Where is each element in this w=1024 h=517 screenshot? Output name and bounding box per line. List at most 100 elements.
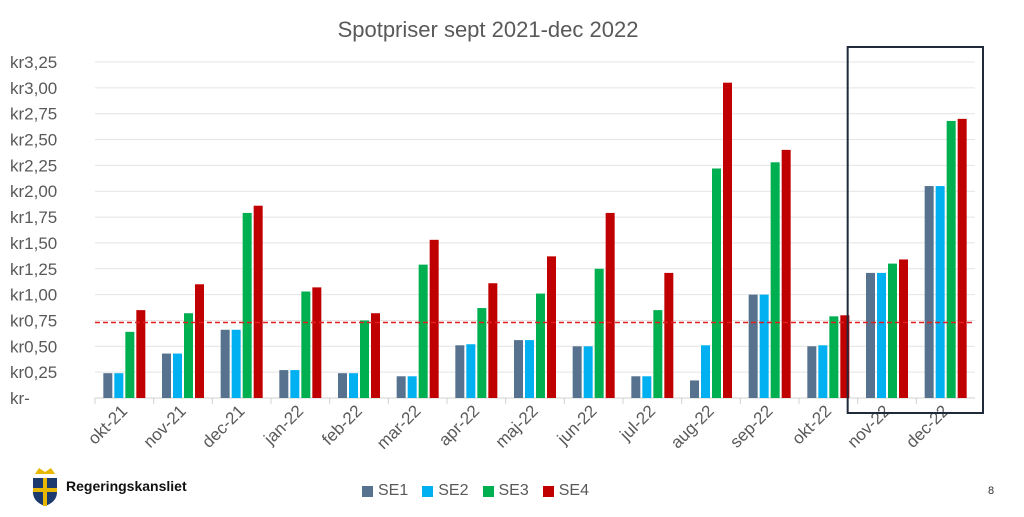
bar-se2 — [877, 272, 886, 398]
bar-se3 — [418, 264, 428, 398]
legend-swatch — [362, 485, 373, 497]
x-tick-label: dec-21 — [198, 401, 248, 451]
legend-item-se1: SE1 — [362, 482, 408, 500]
bar-se3 — [946, 120, 956, 398]
y-tick-label: kr0,50 — [10, 337, 57, 356]
bar-se1 — [514, 340, 523, 398]
y-tick-label: kr2,00 — [10, 182, 57, 201]
y-tick-label: kr2,75 — [10, 105, 57, 124]
crown-shield-icon — [33, 468, 57, 506]
x-tick-label: aug-22 — [667, 401, 718, 452]
x-tick-label: nov-22 — [844, 401, 894, 451]
legend-label: SE1 — [378, 482, 409, 499]
legend-label: SE2 — [438, 482, 469, 499]
legend-item-se3: SE3 — [482, 482, 529, 500]
bar-se4 — [488, 283, 498, 398]
bar-se1 — [338, 373, 347, 398]
x-tick-label: feb-22 — [318, 401, 366, 449]
bar-se4 — [371, 313, 380, 398]
x-tick-label: sep-22 — [726, 401, 776, 451]
y-tick-label: kr3,00 — [10, 79, 57, 98]
bar-se4 — [136, 310, 146, 398]
x-tick-label: okt-22 — [788, 401, 835, 448]
legend-label: SE3 — [498, 482, 529, 499]
legend-swatch — [422, 485, 434, 497]
bar-se4 — [195, 284, 204, 398]
bar-se4 — [840, 315, 850, 398]
y-tick-label: kr1,75 — [10, 208, 57, 227]
bar-se4 — [781, 149, 791, 398]
chart-title: Spotpriser sept 2021-dec 2022 — [337, 17, 639, 42]
bar-se1 — [866, 272, 875, 398]
x-tick-label: nov-21 — [140, 401, 190, 451]
bar-se1 — [924, 186, 934, 398]
bar-se2 — [818, 345, 828, 398]
bar-se3 — [360, 320, 369, 398]
bar-se1 — [748, 294, 758, 398]
bar-se2 — [701, 345, 710, 398]
bar-se2 — [114, 373, 124, 398]
bar-se4 — [899, 259, 908, 398]
bar-se2 — [935, 186, 945, 398]
y-tick-label: kr2,50 — [10, 131, 57, 150]
bar-se3 — [301, 291, 311, 398]
bar-se4 — [253, 205, 263, 398]
bar-se3 — [888, 263, 897, 398]
x-tick-label: jan-22 — [260, 401, 308, 449]
x-tick-label: jun-22 — [553, 401, 601, 449]
bar-se2 — [173, 353, 182, 398]
bar-se3 — [536, 293, 545, 398]
y-tick-label: kr3,25 — [10, 53, 57, 72]
bar-se1 — [396, 376, 406, 398]
y-tick-label: kr0,25 — [10, 363, 57, 382]
y-tick-label: kr0,75 — [10, 311, 57, 330]
bar-se2 — [583, 346, 593, 398]
logo-text: Regeringskansliet — [66, 478, 187, 494]
bar-se3 — [770, 162, 780, 398]
bar-se3 — [242, 212, 252, 398]
bar-se2 — [642, 376, 652, 398]
bar-se3 — [477, 308, 487, 398]
bar-se2 — [231, 329, 241, 398]
bar-se4 — [429, 239, 439, 398]
x-tick-label: apr-22 — [435, 401, 483, 449]
regeringskansliet-logo: Regeringskansliet — [30, 466, 187, 506]
x-tick-label: mar-22 — [373, 401, 425, 453]
bar-se3 — [594, 268, 604, 398]
legend: SE1 SE2 SE3 SE4 — [362, 482, 589, 500]
bar-se4 — [312, 287, 322, 398]
bar-se3 — [829, 316, 839, 398]
bar-se4 — [664, 272, 674, 398]
bar-se1 — [220, 329, 230, 398]
bar-se4 — [605, 212, 615, 398]
x-tick-label: okt-21 — [84, 401, 131, 448]
bar-se1 — [631, 376, 641, 398]
bar-se3 — [653, 310, 663, 398]
y-tick-label: kr2,25 — [10, 156, 57, 175]
bar-se3 — [712, 168, 721, 398]
y-tick-label: kr1,50 — [10, 234, 57, 253]
bar-se1 — [572, 346, 582, 398]
x-tick-label: maj-22 — [492, 401, 542, 451]
bar-se4 — [723, 82, 732, 398]
legend-label: SE4 — [558, 482, 589, 499]
bar-se2 — [407, 376, 417, 398]
bar-se4 — [547, 256, 556, 398]
bar-se2 — [759, 294, 769, 398]
y-tick-label: kr- — [10, 389, 30, 408]
bar-se2 — [290, 370, 300, 398]
x-tick-label: dec-22 — [902, 401, 952, 451]
bar-se4 — [957, 118, 967, 398]
legend-item-se4: SE4 — [542, 482, 589, 500]
bar-se2 — [349, 373, 358, 398]
y-tick-label: kr1,25 — [10, 260, 57, 279]
bar-se2 — [525, 340, 534, 398]
bar-se1 — [279, 370, 289, 398]
legend-item-se2: SE2 — [422, 482, 469, 500]
bar-se1 — [807, 346, 817, 398]
bar-se3 — [184, 313, 193, 398]
x-tick-label: jul-22 — [616, 401, 660, 445]
y-tick-label: kr1,00 — [10, 286, 57, 305]
bar-se1 — [162, 353, 171, 398]
